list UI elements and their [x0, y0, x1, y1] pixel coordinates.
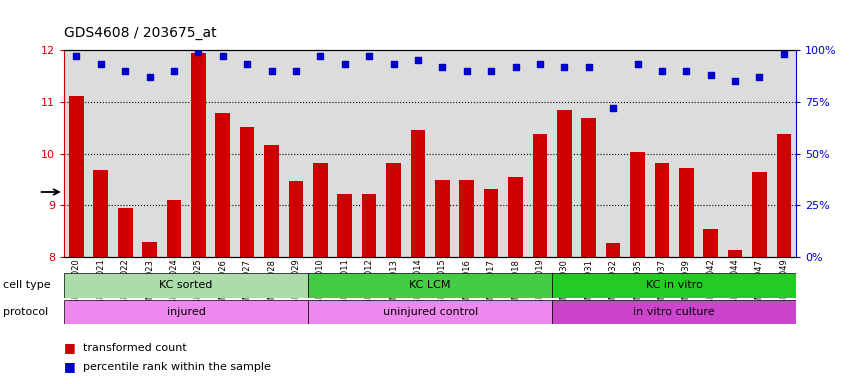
Text: uninjured control: uninjured control — [383, 307, 478, 317]
Point — [69, 53, 83, 59]
Bar — [630, 152, 645, 257]
Bar — [411, 130, 425, 257]
Bar — [679, 168, 693, 257]
Text: transformed count: transformed count — [83, 343, 187, 353]
Point — [167, 68, 181, 74]
Point — [118, 68, 132, 74]
Point — [704, 72, 717, 78]
Point — [606, 105, 620, 111]
Bar — [337, 194, 352, 257]
Point — [777, 51, 791, 57]
Text: KC sorted: KC sorted — [159, 280, 213, 290]
Bar — [581, 118, 596, 257]
Bar — [704, 229, 718, 257]
Bar — [142, 242, 157, 257]
Point — [338, 61, 352, 68]
Bar — [308, 300, 552, 324]
Bar — [64, 273, 308, 298]
Text: percentile rank within the sample: percentile rank within the sample — [83, 362, 270, 372]
Point — [411, 57, 425, 63]
Point — [289, 68, 303, 74]
Bar — [728, 250, 742, 257]
Point — [460, 68, 473, 74]
Point — [631, 61, 645, 68]
Point — [362, 53, 376, 59]
Point — [265, 68, 278, 74]
Bar — [69, 96, 84, 257]
Bar — [167, 200, 181, 257]
Bar — [216, 113, 230, 257]
Point — [655, 68, 669, 74]
Bar — [64, 300, 308, 324]
Text: cell type: cell type — [3, 280, 51, 290]
Bar — [557, 109, 572, 257]
Bar — [508, 177, 523, 257]
Text: protocol: protocol — [3, 307, 48, 317]
Point — [313, 53, 327, 59]
Bar — [606, 243, 621, 257]
Bar — [655, 163, 669, 257]
Bar — [240, 127, 254, 257]
Point — [436, 63, 449, 70]
Point — [241, 61, 254, 68]
Text: GDS4608 / 203675_at: GDS4608 / 203675_at — [64, 26, 217, 40]
Bar — [752, 172, 767, 257]
Bar — [532, 134, 547, 257]
Bar — [552, 273, 796, 298]
Point — [192, 49, 205, 55]
Point — [143, 74, 157, 80]
Bar — [460, 180, 474, 257]
Text: KC LCM: KC LCM — [409, 280, 451, 290]
Bar — [386, 163, 401, 257]
Point — [680, 68, 693, 74]
Text: KC in vitro: KC in vitro — [645, 280, 703, 290]
Bar — [484, 189, 498, 257]
Bar — [435, 180, 449, 257]
Point — [216, 53, 229, 59]
Bar — [313, 163, 328, 257]
Point — [508, 63, 522, 70]
Point — [557, 63, 571, 70]
Text: in vitro culture: in vitro culture — [633, 307, 715, 317]
Bar — [265, 145, 279, 257]
Point — [533, 61, 547, 68]
Text: injured: injured — [167, 307, 205, 317]
Point — [94, 61, 108, 68]
Bar — [93, 170, 108, 257]
Bar — [191, 53, 205, 257]
Point — [484, 68, 498, 74]
Text: ■: ■ — [64, 360, 76, 373]
Bar — [776, 134, 791, 257]
Bar — [552, 300, 796, 324]
Point — [387, 61, 401, 68]
Point — [582, 63, 596, 70]
Text: ■: ■ — [64, 341, 76, 354]
Bar — [118, 208, 133, 257]
Bar — [362, 194, 377, 257]
Bar — [288, 181, 303, 257]
Point — [752, 74, 766, 80]
Point — [728, 78, 742, 84]
Bar — [308, 273, 552, 298]
